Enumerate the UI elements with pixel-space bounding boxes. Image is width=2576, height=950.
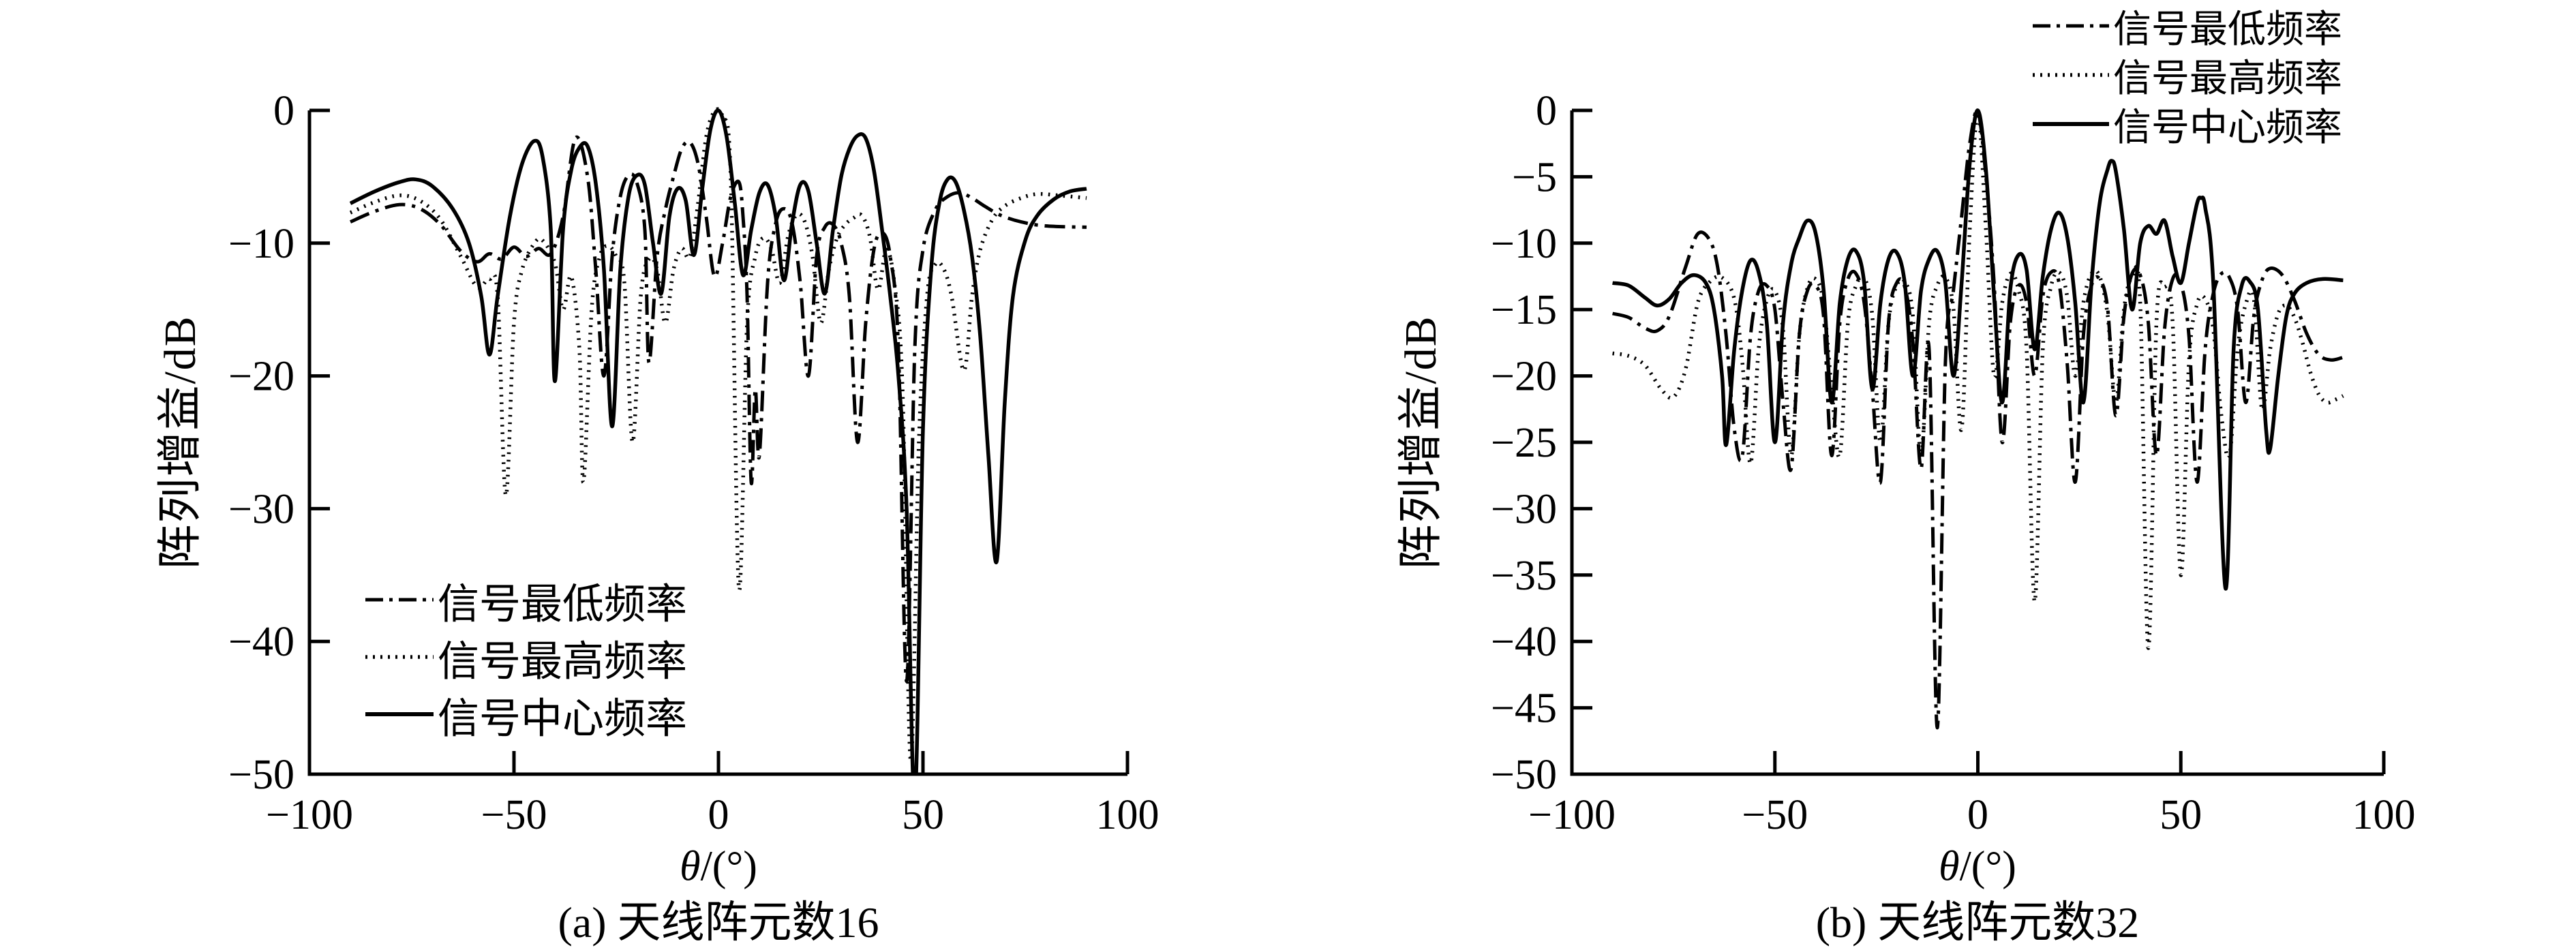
y-tick-label: −15 (1491, 287, 1557, 333)
legend-b: 信号最低频率 信号最高频率 信号中心频率 (2033, 1, 2342, 149)
y-tick-label: −40 (1491, 619, 1557, 665)
caption-a: (a) 天线阵元数16 (558, 898, 879, 947)
legend-item-center-freq: 信号中心频率 (365, 686, 687, 743)
plot-area-a (349, 107, 1087, 776)
y-tick-label: −5 (1512, 154, 1557, 200)
y-tick-label: −20 (228, 354, 294, 400)
x-tick-label: 0 (1967, 792, 1988, 838)
solid-line-sample (365, 712, 434, 716)
y-axis-label-b: 阵列增益/dB (1384, 315, 1449, 569)
y-tick-label: −40 (228, 619, 294, 665)
dotted-line-sample (365, 655, 434, 659)
legend-item-center-freq: 信号中心频率 (2033, 99, 2342, 149)
x-axis-unit: /(°) (1959, 843, 2016, 890)
axes-a: 0−10−20−30−40−50−100 −50 0 50 100 (228, 88, 1159, 838)
y-tick-label: −50 (228, 752, 294, 798)
solid-line-sample (2033, 122, 2109, 126)
legend-label: 信号最高频率 (438, 639, 688, 685)
series-solid-b (1612, 108, 2344, 591)
legend-item-highest-freq: 信号最高频率 (2033, 50, 2342, 100)
x-tick-label: 50 (902, 792, 944, 838)
y-tick-label: 0 (1536, 88, 1557, 134)
y-tick-label: −30 (1491, 486, 1557, 532)
caption-b: (b) 天线阵元数32 (1815, 898, 2140, 947)
series-dashdot-a (349, 135, 1087, 684)
y-tick-label: −45 (1491, 686, 1557, 732)
y-tick-label: −25 (1491, 420, 1557, 466)
x-axis-unit: /(°) (700, 843, 757, 890)
y-tick-label: −20 (1491, 354, 1557, 400)
y-tick-label: 0 (273, 88, 294, 134)
legend-item-lowest-freq: 信号最低频率 (2033, 1, 2342, 51)
dashdot-line-sample (2033, 24, 2109, 28)
x-axis-label-b: θ/(°) (1939, 843, 2016, 891)
y-axis-label-a: 阵列增益/dB (143, 315, 209, 569)
legend-item-highest-freq: 信号最高频率 (365, 628, 687, 686)
legend-label: 信号最低频率 (438, 581, 688, 628)
x-tick-label: −100 (266, 792, 353, 838)
x-tick-label: −100 (1528, 792, 1616, 838)
x-axis-label-a: θ/(°) (680, 843, 757, 891)
dotted-line-sample (2033, 73, 2109, 77)
theta-symbol: θ (680, 843, 701, 890)
legend-label: 信号最高频率 (2113, 57, 2342, 100)
y-tick-label: −10 (228, 221, 294, 267)
x-tick-label: 100 (2352, 792, 2416, 838)
legend-label: 信号中心频率 (438, 696, 688, 742)
legend-item-lowest-freq: 信号最低频率 (365, 571, 687, 628)
y-tick-label: −10 (1491, 221, 1557, 267)
y-tick-label: −35 (1491, 553, 1557, 599)
legend-label: 信号中心频率 (2113, 106, 2342, 149)
x-tick-label: −50 (481, 792, 547, 838)
x-tick-label: 50 (2160, 792, 2202, 838)
x-tick-label: −50 (1742, 792, 1808, 838)
dashdot-line-sample (365, 598, 434, 602)
legend-label: 信号最低频率 (2113, 8, 2342, 51)
series-dotted-b (1612, 111, 2344, 650)
axes-b: 0−5−10−15−20−25−30−35−40−45−50−100 −50 0 50… (1491, 88, 2415, 838)
legend-a: 信号最低频率 信号最高频率 信号中心频率 (365, 571, 687, 743)
x-tick-label: 100 (1096, 792, 1160, 838)
x-tick-label: 0 (708, 792, 729, 838)
y-axis-label-a-text: 阵列增益/dB (155, 315, 205, 570)
plot-area-b (1611, 108, 2344, 730)
series-solid-a (349, 108, 1087, 776)
y-axis-label-b-text: 阵列增益/dB (1396, 315, 1446, 570)
y-tick-label: −50 (1491, 752, 1557, 798)
theta-symbol: θ (1939, 843, 1960, 890)
y-tick-label: −30 (228, 486, 294, 532)
